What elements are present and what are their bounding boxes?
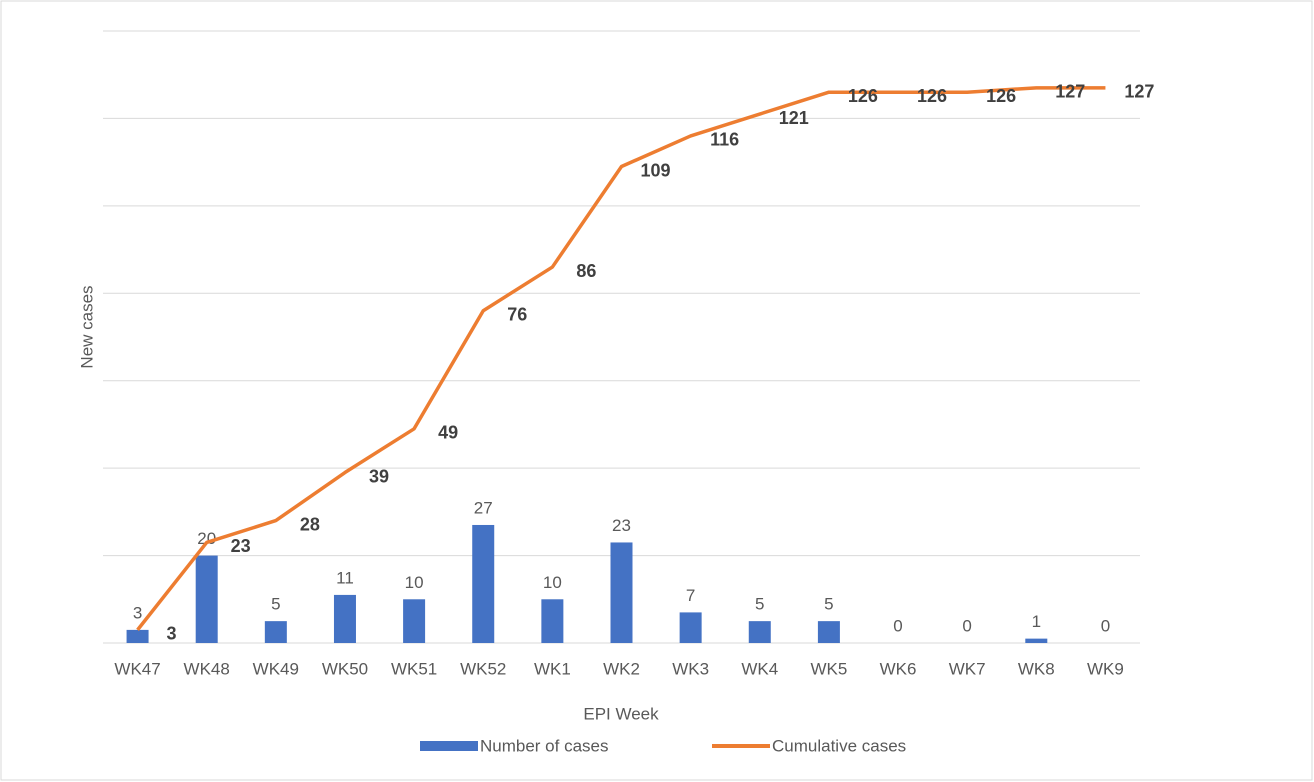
x-tick-label: WK47 [114,659,160,678]
line-value-label: 76 [507,305,527,325]
bar [1025,638,1048,643]
x-tick-label: WK8 [1018,659,1055,678]
bar [264,621,287,643]
line-value-label: 28 [300,514,320,534]
line-value-label: 126 [917,86,947,106]
line-value-label: 127 [1124,82,1154,102]
bar-value-label: 5 [824,595,833,614]
line-value-label: 3 [167,624,177,644]
bar [748,621,771,643]
bar-value-label: 0 [962,616,971,635]
x-tick-label: WK3 [672,659,709,678]
bar [126,629,149,643]
line-value-label: 86 [576,261,596,281]
bar [403,599,426,643]
bar-value-label: 10 [543,573,562,592]
legend-label: Number of cases [480,736,609,755]
x-tick-label: WK2 [603,659,640,678]
bar [610,542,633,643]
line-value-label: 126 [986,86,1016,106]
bar-value-label: 5 [271,595,280,614]
y-axis-title: New cases [77,285,96,368]
x-tick-label: WK7 [949,659,986,678]
bar-value-label: 11 [336,568,354,587]
line-value-label: 23 [231,536,251,556]
legend-swatch [420,741,478,751]
x-tick-label: WK50 [322,659,368,678]
line [136,86,1106,631]
bar-value-label: 7 [686,586,695,605]
line-value-label: 121 [779,108,809,128]
line-value-label: 39 [369,466,389,486]
line-value-label: 127 [1055,82,1085,102]
bar [679,612,702,643]
x-tick-label: WK48 [184,659,230,678]
legend-label: Cumulative cases [772,736,906,755]
bar [817,621,840,643]
x-tick-label: WK6 [880,659,917,678]
x-tick-label: WK49 [253,659,299,678]
x-tick-label: WK1 [534,659,571,678]
x-tick-label: WK4 [741,659,778,678]
x-tick-label: WK51 [391,659,437,678]
bar-value-label: 5 [755,595,764,614]
bar-value-label: 23 [612,516,631,535]
line-value-label: 49 [438,423,458,443]
bar-value-label: 0 [893,616,902,635]
line-value-label: 109 [640,160,670,180]
x-axis-title: EPI Week [583,704,659,723]
bar-value-label: 27 [474,498,493,517]
x-tick-label: WK5 [810,659,847,678]
bar [333,594,356,643]
line-value-label: 126 [848,86,878,106]
x-tick-label: WK9 [1087,659,1124,678]
bar [472,524,495,643]
bar-value-label: 20 [197,529,216,548]
bar-value-label: 0 [1101,616,1110,635]
bar-value-label: 1 [1032,612,1041,631]
line-value-label: 116 [710,130,739,150]
bar-value-label: 10 [405,573,424,592]
x-tick-label: WK52 [460,659,506,678]
bar-value-label: 3 [133,603,142,622]
bar [541,599,564,643]
bar [195,555,218,643]
